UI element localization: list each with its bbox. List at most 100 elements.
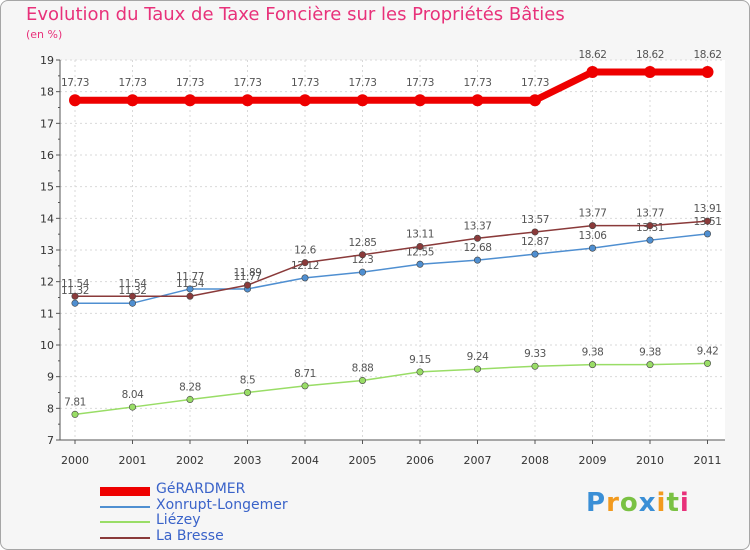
y-tick-label: 12	[40, 276, 54, 289]
data-point	[416, 260, 424, 268]
data-label: 12.6	[294, 245, 316, 257]
data-label: 17.73	[348, 77, 376, 89]
x-tick-label: 2011	[694, 454, 722, 467]
data-point	[473, 234, 481, 242]
legend-swatch	[100, 536, 150, 539]
data-label: 18.62	[693, 49, 721, 61]
x-tick-label: 2003	[234, 454, 262, 467]
data-point	[299, 94, 311, 107]
data-label: 8.5	[240, 375, 256, 387]
logo-letter: r	[606, 488, 620, 518]
data-point	[588, 222, 596, 230]
data-label: 7.81	[64, 396, 86, 408]
legend-swatch	[100, 505, 150, 508]
series-line	[75, 220, 708, 297]
x-tick-label: 2010	[636, 454, 664, 467]
x-tick-label: 2005	[349, 454, 377, 467]
data-label: 11.77	[233, 271, 261, 283]
data-label: 9.15	[409, 354, 431, 366]
data-label: 17.73	[61, 77, 89, 89]
data-point	[529, 94, 541, 107]
data-label: 9.33	[524, 348, 546, 360]
data-point	[473, 365, 481, 373]
data-point	[69, 94, 81, 107]
data-label: 12.68	[463, 242, 491, 254]
data-point	[358, 251, 366, 259]
y-tick-label: 18	[40, 86, 54, 99]
legend-swatch	[100, 487, 150, 496]
data-label: 9.42	[697, 345, 719, 357]
chart-title: Evolution du Taux de Taxe Foncière sur l…	[26, 4, 565, 25]
data-point	[301, 274, 309, 282]
data-label: 17.73	[406, 77, 434, 89]
x-tick-label: 2001	[119, 454, 147, 467]
data-point	[244, 388, 252, 396]
data-label: 13.57	[521, 214, 549, 226]
data-label: 8.04	[122, 389, 144, 401]
data-point	[241, 94, 254, 107]
data-point	[186, 292, 194, 300]
data-point	[186, 395, 194, 403]
x-tick-label: 2000	[61, 454, 89, 467]
data-point	[703, 217, 711, 225]
data-label: 12.87	[521, 236, 549, 248]
y-tick-label: 13	[40, 244, 54, 257]
data-point	[71, 299, 79, 307]
data-label: 17.73	[118, 77, 146, 89]
data-point	[588, 244, 596, 252]
series-line	[75, 68, 708, 104]
data-point	[646, 236, 654, 244]
data-label: 8.71	[294, 368, 316, 380]
y-tick-label: 8	[47, 402, 54, 415]
data-label: 18.62	[636, 49, 664, 61]
data-label: 8.88	[352, 362, 374, 374]
data-point	[588, 361, 596, 369]
data-point	[471, 94, 484, 107]
x-tick-label: 2002	[176, 454, 204, 467]
proxiti-logo: Proxiti	[586, 488, 690, 518]
data-label: 9.38	[639, 347, 661, 359]
data-point	[414, 94, 426, 107]
data-point	[129, 299, 137, 307]
data-label: 8.28	[179, 381, 201, 393]
logo-letter: o	[619, 488, 639, 518]
y-axis-unit-label: (en %)	[26, 28, 63, 41]
data-label: 17.73	[233, 77, 261, 89]
data-point	[244, 281, 252, 289]
data-point	[644, 66, 656, 79]
y-tick-label: 19	[40, 54, 54, 67]
data-point	[416, 243, 424, 251]
data-point	[473, 256, 481, 264]
data-label: 13.77	[636, 208, 664, 220]
data-label: 17.73	[176, 77, 204, 89]
y-tick-label: 10	[40, 339, 54, 352]
data-point	[703, 230, 711, 238]
y-tick-label: 16	[40, 149, 54, 162]
data-point	[186, 285, 194, 293]
x-tick-label: 2008	[521, 454, 549, 467]
data-label: 17.73	[463, 77, 491, 89]
series-line	[75, 233, 708, 304]
data-label: 9.38	[582, 347, 604, 359]
logo-letter: x	[638, 488, 657, 518]
data-label: 11.32	[118, 285, 146, 297]
data-point	[71, 292, 79, 300]
data-label: 12.85	[348, 237, 376, 249]
data-point	[531, 362, 539, 370]
data-label: 11.77	[176, 271, 204, 283]
logo-letter: P	[586, 488, 607, 518]
x-tick-label: 2004	[291, 454, 319, 467]
data-label: 13.11	[406, 229, 434, 241]
x-tick-label: 2009	[579, 454, 607, 467]
data-point	[646, 361, 654, 369]
data-label: 11.32	[61, 285, 89, 297]
data-point	[129, 403, 137, 411]
data-point	[301, 259, 309, 267]
logo-letter: i	[679, 488, 690, 518]
data-point	[703, 359, 711, 367]
legend-label: GéRARDMER	[156, 481, 246, 497]
data-label: 13.91	[693, 203, 721, 215]
data-point	[531, 250, 539, 258]
data-point	[356, 94, 369, 107]
